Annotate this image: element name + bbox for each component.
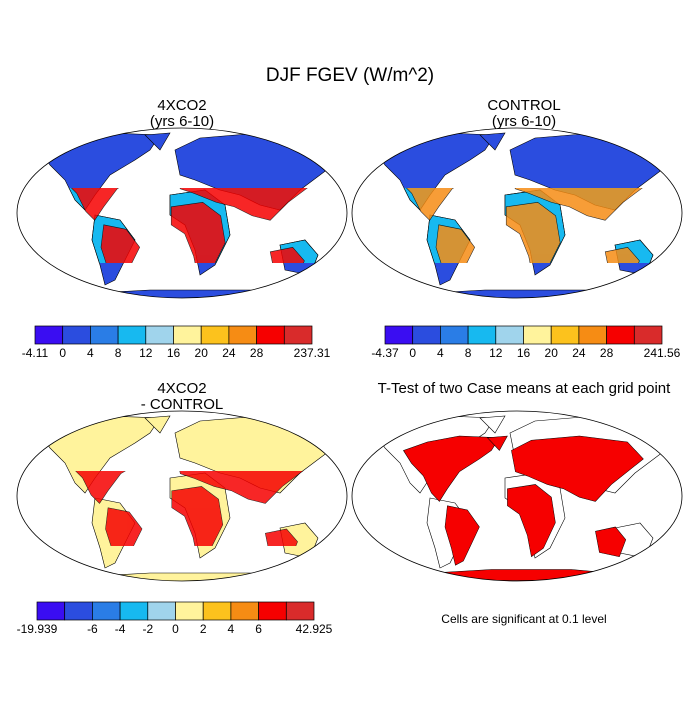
map [351, 410, 683, 582]
colorbar-box [119, 601, 149, 621]
colorbar-label: -4.11 [22, 346, 49, 360]
panel-subtitle: - CONTROL [141, 396, 224, 413]
colorbar-label: 20 [545, 346, 559, 360]
colorbar-label: -6 [87, 622, 98, 636]
panel-title: 4XCO2 [157, 380, 206, 397]
colorbar-box [230, 601, 259, 621]
colorbar-box [90, 325, 119, 345]
map [351, 127, 683, 299]
colorbar-box [285, 601, 315, 621]
colorbar-label: 6 [255, 622, 262, 636]
colorbar-label: 4 [228, 622, 235, 636]
colorbar-label: 24 [222, 346, 236, 360]
colorbar-box [202, 601, 232, 621]
colorbar-box [258, 601, 287, 621]
panel-title: CONTROL [487, 97, 560, 114]
colorbar-label: 237.31 [294, 346, 331, 360]
colorbar-label: 42.925 [296, 622, 333, 636]
colorbar-box [34, 325, 64, 345]
colorbar-box [256, 325, 285, 345]
colorbar-label: -4.37 [371, 346, 399, 360]
colorbar-label: 8 [465, 346, 472, 360]
panel-subtitle: (yrs 6-10) [492, 113, 556, 130]
colorbar-label: 24 [572, 346, 586, 360]
colorbar-box [606, 325, 635, 345]
colorbar-label: 2 [200, 622, 207, 636]
colorbar-box [62, 325, 91, 345]
colorbar-label: 16 [517, 346, 531, 360]
colorbar-label: -19.939 [17, 622, 58, 636]
colorbar-box [523, 325, 552, 345]
panel-subtitle: (yrs 6-10) [150, 113, 214, 130]
colorbar-label: 16 [167, 346, 181, 360]
map [16, 127, 348, 299]
colorbar-box [495, 325, 524, 345]
map [16, 410, 348, 582]
colorbar-box [283, 325, 313, 345]
colorbar-label: 4 [437, 346, 444, 360]
panel-title: 4XCO2 [157, 97, 206, 114]
colorbar-label: 8 [115, 346, 122, 360]
panel-title: T-Test of two Case means at each grid po… [378, 380, 671, 397]
colorbar-label: 4 [87, 346, 94, 360]
colorbar-box [175, 601, 204, 621]
colorbar-box [578, 325, 607, 345]
colorbar-box [633, 325, 663, 345]
colorbar-label: 20 [195, 346, 209, 360]
colorbar-box [92, 601, 121, 621]
colorbar-label: -4 [115, 622, 126, 636]
colorbar-label: 241.56 [644, 346, 681, 360]
colorbar-box [147, 601, 176, 621]
colorbar-box [173, 325, 202, 345]
colorbar-box [440, 325, 469, 345]
colorbar-box [550, 325, 580, 345]
colorbar-box [228, 325, 257, 345]
colorbar-label: 0 [409, 346, 416, 360]
colorbar-label: 12 [139, 346, 153, 360]
colorbar-label: 28 [250, 346, 264, 360]
colorbar-label: -2 [142, 622, 153, 636]
panel-note: Cells are significant at 0.1 level [441, 612, 606, 626]
colorbar-box [200, 325, 230, 345]
colorbar-label: 0 [172, 622, 179, 636]
colorbar-box [145, 325, 174, 345]
colorbar-label: 0 [59, 346, 66, 360]
colorbar-box [117, 325, 147, 345]
colorbar-box [384, 325, 414, 345]
colorbar-box [36, 601, 66, 621]
colorbar-label: 12 [489, 346, 503, 360]
colorbar-box [467, 325, 497, 345]
colorbar-box [64, 601, 93, 621]
colorbars: -4.11 0 4 8 12 16 20 24 28 237.31 -4.37 0 4 8 12 16 20 24… [17, 325, 681, 636]
colorbar-box [412, 325, 441, 345]
figure-title: DJF FGEV (W/m^2) [266, 65, 434, 86]
colorbar-label: 28 [600, 346, 614, 360]
